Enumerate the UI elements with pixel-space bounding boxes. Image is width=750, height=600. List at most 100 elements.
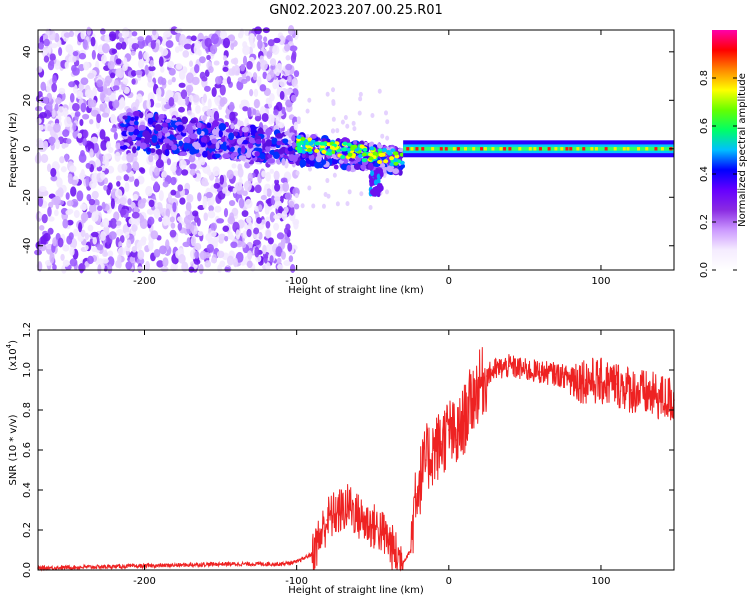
noise-dot [278,205,284,214]
noise-dot [357,110,362,116]
noise-dot [246,228,252,238]
noise-dot [137,36,144,42]
noise-dot [167,79,173,86]
snr-data-point [524,369,526,371]
noise-dot [175,63,183,70]
dip-dot [377,186,382,193]
noise-dot [242,230,248,239]
snr-data-point [349,505,351,507]
noise-dot [162,181,169,188]
noise-dot [82,113,90,120]
noise-dot [125,261,133,270]
noise-dot [123,57,128,68]
noise-dot [121,155,127,161]
colorbar-tick-label: 0.2 [699,214,710,230]
band-dot [254,151,260,157]
spectrogram-y-ticks: -40 -20 0 20 40 [22,45,674,254]
band-dot [211,138,218,144]
stable-line-peak [637,147,641,151]
noise-dot [226,76,231,85]
noise-dot [96,244,104,251]
noise-dot [254,246,260,258]
stable-line-peak [590,147,594,151]
noise-dot [247,172,253,183]
noise-dot [383,110,388,116]
noise-dot [263,36,268,43]
noise-dot [65,44,74,53]
band-dot [353,140,358,145]
noise-dot [178,254,186,264]
noise-dot [37,196,44,207]
band-dot [168,140,174,146]
noise-dot [147,216,155,226]
noise-dot [209,44,218,55]
snr-data-point [615,383,617,385]
noise-dot [275,212,283,219]
noise-dot [241,242,247,249]
noise-dot [91,211,99,223]
noise-dot [266,188,272,197]
noise-dot [87,255,94,265]
noise-dot [97,205,103,212]
noise-dot [52,237,57,247]
snr-data-point [432,449,435,451]
stable-line-peak [503,147,507,151]
stable-line-peak [613,147,617,151]
noise-dot [283,206,289,214]
noise-dot [216,250,225,259]
noise-dot [116,67,125,79]
stable-line-peak [554,147,558,151]
snr-y-scale: (x104) [5,340,19,371]
noise-dot [167,90,174,97]
noise-dot [184,38,192,45]
noise-dot [118,32,123,38]
band-hot-dot [300,136,306,141]
noise-dot [219,30,228,39]
snr-series-line [37,347,675,572]
snr-data-point [402,561,404,563]
noise-dot [224,235,229,242]
noise-dot [158,56,164,67]
noise-dot [117,247,126,257]
noise-dot [119,197,127,206]
stable-line-peak [444,147,448,151]
noise-dot [48,60,55,66]
band-hot-dot [329,145,335,150]
band-dot [154,113,159,122]
noise-dot [186,193,194,203]
noise-dot [37,124,45,131]
noise-dot [222,55,227,61]
noise-dot [138,59,145,69]
noise-dot [82,39,88,50]
noise-dot [97,264,102,275]
noise-dot [82,129,88,139]
band-hot-dot [368,152,374,157]
noise-dot [300,203,305,209]
noise-dot [121,163,128,172]
noise-dot [100,28,106,35]
noise-dot [131,43,139,50]
noise-dot [203,212,208,222]
band-dot [132,146,137,154]
noise-dot [224,266,231,272]
noise-dot [343,114,348,120]
snr-panel: -200 -100 0 100 0.0 0.2 0.4 0.6 0.8 1.0 1.2 Heigh… [5,322,675,596]
noise-dot [170,164,177,173]
spectrogram-x-label: Height of straight line (km) [288,285,424,296]
noise-dot [256,76,262,87]
band-hot-dot [327,151,333,156]
band-dot [218,122,227,131]
noise-dot [178,159,187,170]
noise-dot [205,191,213,199]
noise-dot [246,216,252,224]
noise-dot [99,129,106,140]
noise-dot [43,232,51,242]
noise-dot [223,60,229,66]
noise-dot [72,84,78,94]
noise-dot [195,104,201,114]
noise-dot [266,50,272,60]
stable-line-peak [452,147,456,151]
noise-dot [247,107,252,118]
noise-dot [165,208,170,219]
noise-dot [267,39,275,47]
